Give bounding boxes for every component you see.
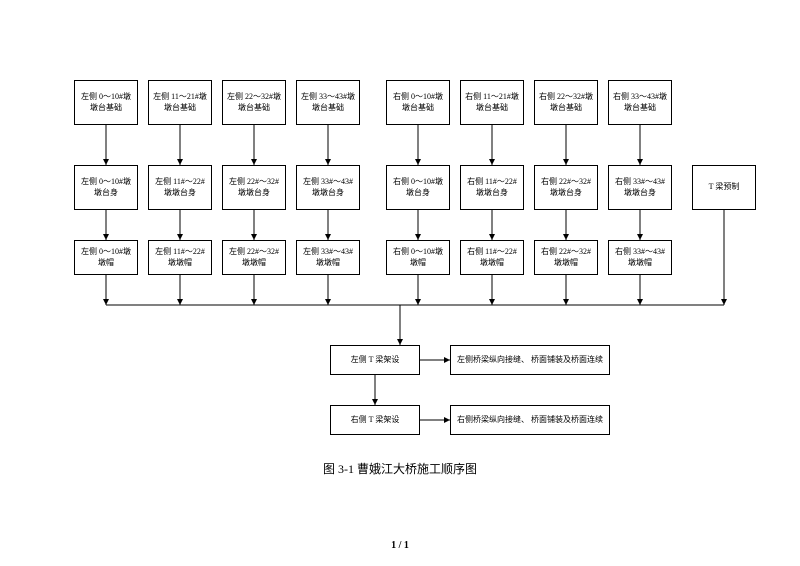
foundation-node: 右侧 33～43#墩墩台基础	[608, 80, 672, 125]
cap-node: 右侧 33#～43#墩墩帽	[608, 240, 672, 275]
body-node: 右侧 11#～22#墩墩台身	[460, 165, 524, 210]
t-beam-prefab-node: T 梁预制	[692, 165, 756, 210]
left-beam-erect-node: 左侧 T 梁架设	[330, 345, 420, 375]
body-node: 左侧 33#～43#墩墩台身	[296, 165, 360, 210]
body-node: 左侧 0～10#墩墩台身	[74, 165, 138, 210]
cap-node: 左侧 0～10#墩墩帽	[74, 240, 138, 275]
foundation-node: 左侧 0～10#墩墩台基础	[74, 80, 138, 125]
foundation-node: 右侧 0～10#墩墩台基础	[386, 80, 450, 125]
body-node: 左侧 11#～22#墩墩台身	[148, 165, 212, 210]
right-deck-node: 右侧桥梁纵向接缝、 桥面铺装及桥面连续	[450, 405, 610, 435]
foundation-node: 右侧 22～32#墩墩台基础	[534, 80, 598, 125]
cap-node: 左侧 11#～22#墩墩帽	[148, 240, 212, 275]
cap-node: 右侧 22#～32#墩墩帽	[534, 240, 598, 275]
foundation-node: 左侧 11～21#墩墩台基础	[148, 80, 212, 125]
cap-node: 右侧 11#～22#墩墩帽	[460, 240, 524, 275]
left-deck-node: 左侧桥梁纵向接缝、 桥面铺装及桥面连续	[450, 345, 610, 375]
cap-node: 左侧 33#～43#墩墩帽	[296, 240, 360, 275]
foundation-node: 左侧 22～32#墩墩台基础	[222, 80, 286, 125]
foundation-node: 右侧 11～21#墩墩台基础	[460, 80, 524, 125]
body-node: 右侧 22#～32#墩墩台身	[534, 165, 598, 210]
page-number: 1 / 1	[0, 540, 800, 551]
foundation-node: 左侧 33～43#墩墩台基础	[296, 80, 360, 125]
body-node: 左侧 22#～32#墩墩台身	[222, 165, 286, 210]
cap-node: 左侧 22#～32#墩墩帽	[222, 240, 286, 275]
right-beam-erect-node: 右侧 T 梁架设	[330, 405, 420, 435]
figure-caption: 图 3-1 曹娥江大桥施工顺序图	[0, 460, 800, 477]
cap-node: 右侧 0～10#墩墩帽	[386, 240, 450, 275]
body-node: 右侧 0～10#墩墩台身	[386, 165, 450, 210]
body-node: 右侧 33#～43#墩墩台身	[608, 165, 672, 210]
